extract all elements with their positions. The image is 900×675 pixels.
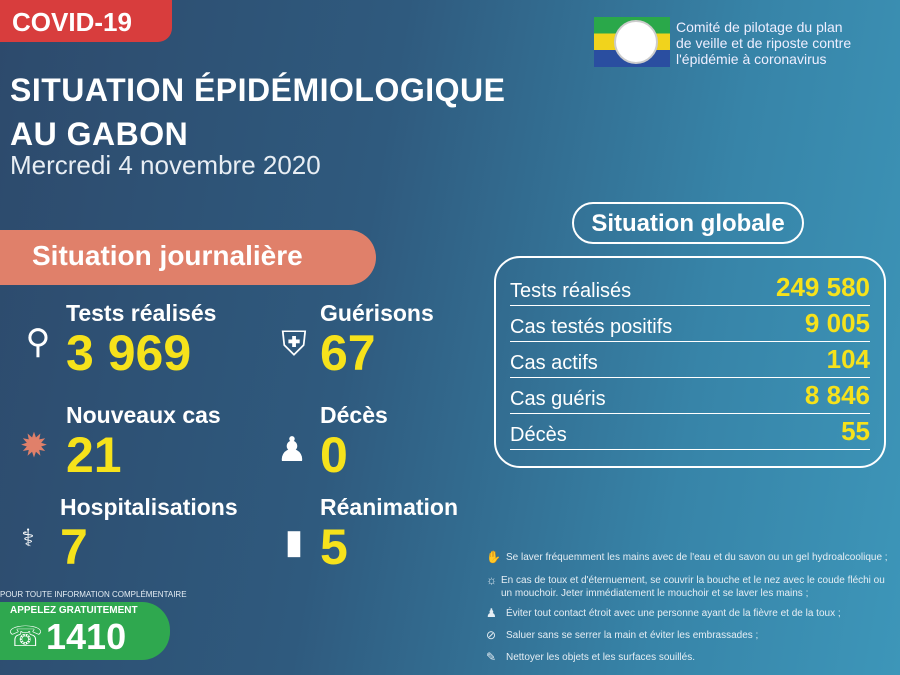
stat-value: 7 bbox=[60, 519, 88, 575]
row-value: 8 846 bbox=[804, 380, 870, 410]
stat-label: Tests réalisés bbox=[66, 300, 217, 326]
sneeze-icon: ☼ bbox=[486, 573, 497, 587]
hotline-banner: APPELEZ GRATUITEMENT ☏ 1410 bbox=[0, 602, 170, 660]
committee-line: de veille et de riposte contre bbox=[676, 35, 852, 51]
magnifier-icon: ⚲ bbox=[25, 323, 51, 361]
info-text: POUR TOUTE INFORMATION COMPLÉMENTAIRE bbox=[0, 590, 187, 599]
virus-icon: ✹ bbox=[19, 427, 49, 465]
advice-text: Se laver fréquemment les mains avec de l… bbox=[506, 552, 888, 563]
covid-badge: COVID-19 bbox=[0, 0, 172, 42]
stat-label: Guérisons bbox=[320, 300, 434, 326]
advice-text: En cas de toux et d'éternuement, se couv… bbox=[501, 575, 885, 599]
row-label: Tests réalisés bbox=[510, 280, 632, 302]
page-title: SITUATION ÉPIDÉMIOLOGIQUE AU GABON bbox=[10, 68, 505, 156]
hotline-number: 1410 bbox=[46, 616, 127, 657]
oxygen-tank-icon: ▮ bbox=[284, 523, 304, 561]
advice-item: ✎ Nettoyer les objets et les surfaces sou… bbox=[486, 651, 896, 664]
person-cross-icon: ♟ bbox=[276, 431, 308, 469]
handwash-icon: ✋ bbox=[486, 550, 501, 564]
committee-line: Comité de pilotage du plan bbox=[676, 19, 843, 35]
committee-line: l'épidémie à coronavirus bbox=[676, 51, 827, 67]
stat-value: 21 bbox=[66, 427, 122, 483]
advice-item: ⊘ Saluer sans se serrer la main et éviter… bbox=[486, 629, 896, 642]
row-value: 9 005 bbox=[804, 308, 870, 338]
seal-icon bbox=[614, 20, 658, 64]
cleaning-icon: ✎ bbox=[486, 650, 497, 664]
distance-icon: ♟ bbox=[486, 606, 497, 620]
row-label: Décès bbox=[510, 424, 567, 446]
global-row: Cas guéris 8 846 bbox=[510, 378, 870, 414]
global-row: Tests réalisés 249 580 bbox=[510, 270, 870, 306]
global-row: Cas testés positifs 9 005 bbox=[510, 306, 870, 342]
stat-value: 67 bbox=[320, 325, 376, 381]
hotline-label: APPELEZ GRATUITEMENT bbox=[10, 605, 138, 616]
row-value: 55 bbox=[841, 416, 870, 446]
title-line-2: AU GABON bbox=[10, 116, 189, 152]
global-row: Cas actifs 104 bbox=[510, 342, 870, 378]
stat-label: Décès bbox=[320, 402, 388, 428]
row-label: Cas testés positifs bbox=[510, 316, 673, 338]
advice-text: Nettoyer les objets et les surfaces soui… bbox=[506, 652, 695, 663]
shield-virus-icon: ⛨ bbox=[281, 324, 307, 363]
stat-label: Nouveaux cas bbox=[66, 402, 221, 428]
stat-value: 0 bbox=[320, 427, 348, 483]
title-line-1: SITUATION ÉPIDÉMIOLOGIQUE bbox=[10, 72, 506, 108]
committee-name: Comité de pilotage du plan de veille et … bbox=[676, 19, 851, 67]
row-value: 249 580 bbox=[776, 272, 870, 302]
row-value: 104 bbox=[826, 344, 870, 374]
stat-value: 5 bbox=[320, 519, 348, 575]
row-label: Cas actifs bbox=[510, 352, 598, 374]
stat-label: Réanimation bbox=[320, 494, 459, 520]
advice-item: ♟ Éviter tout contact étroit avec une per… bbox=[486, 607, 896, 620]
global-heading: Situation globale bbox=[572, 202, 804, 244]
daily-heading: Situation journalière bbox=[0, 230, 376, 285]
advice-text: Saluer sans se serrer la main et éviter … bbox=[506, 630, 759, 641]
advice-item: ✋ Se laver fréquemment les mains avec de … bbox=[486, 551, 896, 564]
stat-label: Hospitalisations bbox=[60, 494, 238, 520]
hospital-bed-icon: ⚕ bbox=[21, 524, 35, 552]
no-handshake-icon: ⊘ bbox=[486, 628, 497, 642]
row-label: Cas guéris bbox=[510, 388, 606, 410]
phone-icon: ☏ bbox=[8, 621, 44, 652]
global-row: Décès 55 bbox=[510, 414, 870, 450]
global-table: Tests réalisés 249 580 Cas testés positif… bbox=[494, 256, 886, 468]
stat-value: 3 969 bbox=[66, 325, 192, 381]
gabon-flag-logo bbox=[594, 17, 670, 67]
date: Mercredi 4 novembre 2020 bbox=[10, 150, 321, 180]
advice-item: ☼ En cas de toux et d'éternuement, se cou… bbox=[486, 574, 896, 600]
advice-text: Éviter tout contact étroit avec une pers… bbox=[506, 608, 841, 619]
